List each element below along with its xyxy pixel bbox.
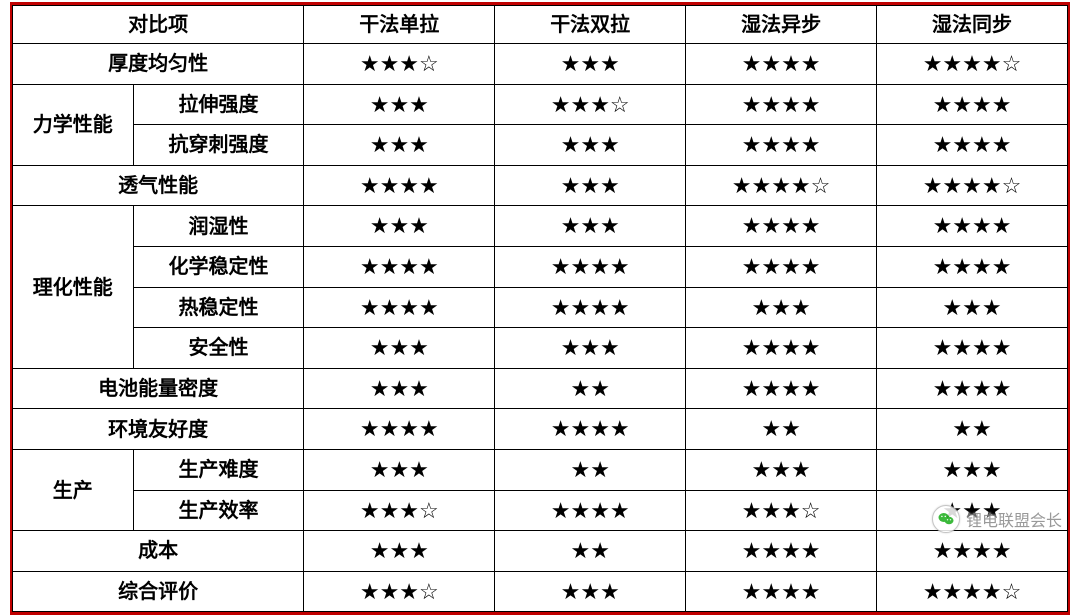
rating-cell: ★★★ [495, 165, 686, 206]
table-row: 化学稳定性★★★★★★★★★★★★★★★★ [13, 246, 1068, 287]
rating-cell: ★★★★☆ [877, 44, 1068, 85]
rating-cell: ★★★ [304, 206, 495, 247]
rating-cell: ★★★☆ [304, 571, 495, 612]
rating-cell: ★★ [877, 409, 1068, 450]
rating-cell: ★★★ [495, 571, 686, 612]
rating-cell: ★★★★ [304, 287, 495, 328]
row-group-label: 力学性能 [13, 84, 134, 165]
row-label: 电池能量密度 [13, 368, 304, 409]
row-label: 厚度均匀性 [13, 44, 304, 85]
rating-cell: ★★★☆ [304, 44, 495, 85]
rating-cell: ★★★★ [686, 531, 877, 572]
rating-cell: ★★★★ [686, 125, 877, 166]
rating-cell: ★★★☆ [495, 84, 686, 125]
header-compare: 对比项 [13, 6, 304, 44]
row-label: 透气性能 [13, 165, 304, 206]
table-row: 厚度均匀性★★★☆★★★★★★★★★★★☆ [13, 44, 1068, 85]
rating-cell: ★★★★ [495, 490, 686, 531]
table-body: 厚度均匀性★★★☆★★★★★★★★★★★☆力学性能拉伸强度★★★★★★☆★★★★… [13, 44, 1068, 612]
watermark: 锂电联盟会长 [932, 505, 1062, 533]
wechat-icon [932, 505, 960, 533]
header-col-2: 干法双拉 [495, 6, 686, 44]
row-sub-label: 安全性 [133, 328, 304, 369]
table-row: 环境友好度★★★★★★★★★★★★ [13, 409, 1068, 450]
rating-cell: ★★★★ [495, 409, 686, 450]
rating-cell: ★★★ [304, 449, 495, 490]
rating-cell: ★★★ [495, 44, 686, 85]
table-row: 生产效率★★★☆★★★★★★★☆★★★ [13, 490, 1068, 531]
row-sub-label: 生产难度 [133, 449, 304, 490]
row-sub-label: 拉伸强度 [133, 84, 304, 125]
row-sub-label: 润湿性 [133, 206, 304, 247]
rating-cell: ★★★★ [877, 531, 1068, 572]
row-label: 综合评价 [13, 571, 304, 612]
rating-cell: ★★★★ [686, 206, 877, 247]
rating-cell: ★★★★ [686, 328, 877, 369]
rating-cell: ★★ [686, 409, 877, 450]
rating-cell: ★★★ [304, 328, 495, 369]
rating-cell: ★★★ [495, 328, 686, 369]
table-row: 安全性★★★★★★★★★★★★★★ [13, 328, 1068, 369]
rating-cell: ★★★★ [304, 165, 495, 206]
rating-cell: ★★★ [686, 449, 877, 490]
row-label: 环境友好度 [13, 409, 304, 450]
rating-cell: ★★★★☆ [877, 571, 1068, 612]
rating-cell: ★★★ [304, 531, 495, 572]
rating-cell: ★★★★ [686, 44, 877, 85]
table-row: 抗穿刺强度★★★★★★★★★★★★★★ [13, 125, 1068, 166]
watermark-text: 锂电联盟会长 [966, 507, 1062, 531]
header-col-4: 湿法同步 [877, 6, 1068, 44]
rating-cell: ★★★ [304, 84, 495, 125]
rating-cell: ★★★★☆ [877, 165, 1068, 206]
rating-cell: ★★ [495, 368, 686, 409]
rating-cell: ★★★★ [304, 246, 495, 287]
rating-cell: ★★★★ [495, 246, 686, 287]
rating-cell: ★★★☆ [686, 490, 877, 531]
rating-cell: ★★★★ [877, 84, 1068, 125]
row-group-label: 理化性能 [13, 206, 134, 368]
rating-cell: ★★★★ [877, 246, 1068, 287]
table-row: 成本★★★★★★★★★★★★★ [13, 531, 1068, 572]
table-row: 力学性能拉伸强度★★★★★★☆★★★★★★★★ [13, 84, 1068, 125]
table-frame: 对比项 干法单拉 干法双拉 湿法异步 湿法同步 厚度均匀性★★★☆★★★★★★★… [10, 2, 1070, 615]
rating-cell: ★★★★ [686, 368, 877, 409]
rating-cell: ★★★ [304, 125, 495, 166]
table-row: 综合评价★★★☆★★★★★★★★★★★☆ [13, 571, 1068, 612]
row-sub-label: 生产效率 [133, 490, 304, 531]
table-row: 电池能量密度★★★★★★★★★★★★★ [13, 368, 1068, 409]
header-col-1: 干法单拉 [304, 6, 495, 44]
row-group-label: 生产 [13, 449, 134, 530]
rating-cell: ★★★ [304, 368, 495, 409]
rating-cell: ★★ [495, 531, 686, 572]
rating-cell: ★★★★ [877, 206, 1068, 247]
rating-cell: ★★★★ [877, 368, 1068, 409]
table-row: 热稳定性★★★★★★★★★★★★★★ [13, 287, 1068, 328]
rating-cell: ★★ [495, 449, 686, 490]
rating-cell: ★★★★ [686, 84, 877, 125]
rating-cell: ★★★☆ [304, 490, 495, 531]
table-header-row: 对比项 干法单拉 干法双拉 湿法异步 湿法同步 [13, 6, 1068, 44]
rating-cell: ★★★★ [877, 328, 1068, 369]
rating-cell: ★★★ [686, 287, 877, 328]
comparison-table: 对比项 干法单拉 干法双拉 湿法异步 湿法同步 厚度均匀性★★★☆★★★★★★★… [12, 5, 1068, 612]
table-row: 透气性能★★★★★★★★★★★☆★★★★☆ [13, 165, 1068, 206]
rating-cell: ★★★★☆ [686, 165, 877, 206]
rating-cell: ★★★ [877, 449, 1068, 490]
table-row: 生产生产难度★★★★★★★★★★★ [13, 449, 1068, 490]
rating-cell: ★★★ [495, 206, 686, 247]
table-row: 理化性能润湿性★★★★★★★★★★★★★★ [13, 206, 1068, 247]
rating-cell: ★★★ [877, 287, 1068, 328]
rating-cell: ★★★ [495, 125, 686, 166]
rating-cell: ★★★★ [877, 125, 1068, 166]
row-sub-label: 抗穿刺强度 [133, 125, 304, 166]
rating-cell: ★★★★ [495, 287, 686, 328]
rating-cell: ★★★★ [686, 246, 877, 287]
rating-cell: ★★★★ [686, 571, 877, 612]
header-col-3: 湿法异步 [686, 6, 877, 44]
row-sub-label: 化学稳定性 [133, 246, 304, 287]
rating-cell: ★★★★ [304, 409, 495, 450]
row-sub-label: 热稳定性 [133, 287, 304, 328]
row-label: 成本 [13, 531, 304, 572]
